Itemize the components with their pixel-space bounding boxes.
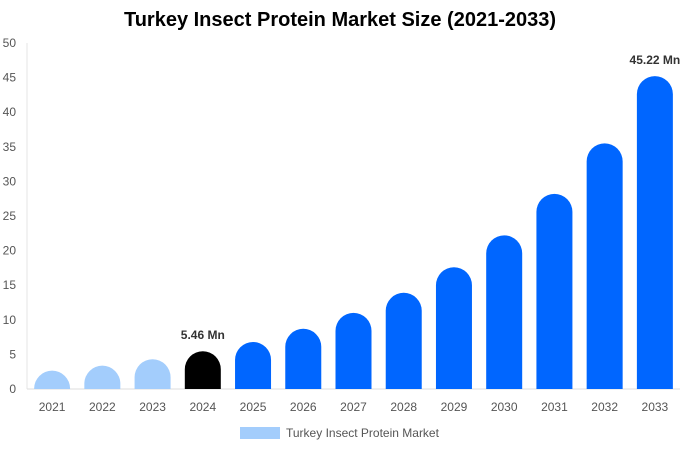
chart-title: Turkey Insect Protein Market Size (2021-… xyxy=(123,9,557,31)
bar xyxy=(586,143,623,389)
y-tick-label: 10 xyxy=(3,313,17,327)
bar xyxy=(536,193,573,389)
y-tick-label: 45 xyxy=(3,71,17,85)
x-tick-label: 2030 xyxy=(491,400,518,414)
x-tick-label: 2023 xyxy=(139,400,166,414)
bar xyxy=(435,267,472,389)
y-tick-label: 20 xyxy=(3,244,17,258)
x-tick-label: 2026 xyxy=(290,400,317,414)
bar xyxy=(486,235,523,389)
y-tick-label: 50 xyxy=(3,36,17,50)
y-tick-label: 40 xyxy=(3,105,17,119)
data-label: 5.46 Mn xyxy=(181,328,225,342)
y-tick-label: 15 xyxy=(3,278,17,292)
bar xyxy=(385,292,422,389)
bar xyxy=(84,365,121,389)
x-tick-label: 2028 xyxy=(390,400,417,414)
x-tick-label: 2032 xyxy=(591,400,618,414)
bar xyxy=(34,370,71,389)
legend-swatch xyxy=(240,427,280,439)
legend-label: Turkey Insect Protein Market xyxy=(286,426,439,440)
x-tick-label: 2022 xyxy=(89,400,116,414)
bar xyxy=(134,359,171,389)
x-tick-label: 2029 xyxy=(441,400,468,414)
bar xyxy=(235,341,272,389)
y-tick-label: 5 xyxy=(9,347,16,361)
data-label: 45.22 Mn xyxy=(630,53,680,67)
legend[interactable]: Turkey Insect Protein Market xyxy=(240,426,439,440)
x-tick-label: 2024 xyxy=(189,400,216,414)
x-tick-label: 2031 xyxy=(541,400,568,414)
x-tick-label: 2033 xyxy=(642,400,669,414)
bar xyxy=(285,328,322,389)
bar xyxy=(335,312,372,389)
y-tick-label: 30 xyxy=(3,174,17,188)
y-tick-label: 25 xyxy=(3,209,17,223)
x-tick-label: 2021 xyxy=(39,400,66,414)
y-tick-label: 0 xyxy=(9,382,16,396)
bar xyxy=(184,351,221,389)
x-tick-label: 2025 xyxy=(240,400,267,414)
x-tick-label: 2027 xyxy=(340,400,367,414)
y-tick-label: 35 xyxy=(3,140,17,154)
bar xyxy=(636,76,673,389)
